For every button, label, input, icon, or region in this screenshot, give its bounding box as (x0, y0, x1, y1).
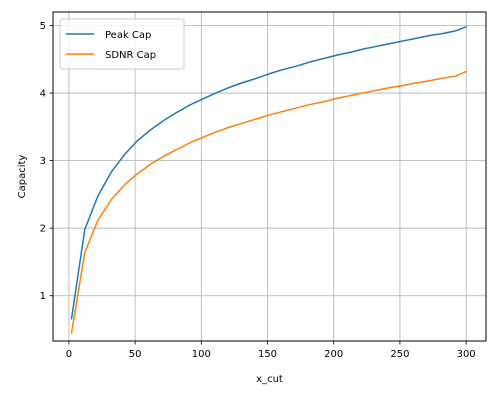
x-tick-label: 0 (66, 349, 72, 360)
plot-frame (52, 11, 487, 342)
data-series (70, 25, 468, 334)
series-line-sdnr-cap (70, 70, 468, 334)
chart-legend: Peak Cap SDNR Cap (59, 18, 185, 70)
y-tick-label: 4 (40, 89, 46, 100)
series-line-peak-cap (70, 25, 468, 320)
x-tick-label: 100 (192, 349, 211, 360)
legend-label-peak-cap: Peak Cap (105, 30, 151, 41)
y-axis-label: Capacity (17, 155, 28, 199)
y-tick-label: 5 (40, 21, 46, 32)
legend-box (59, 18, 185, 70)
x-tick-label: 250 (390, 349, 409, 360)
x-axis-ticks: 0 50 100 150 200 250 300 (66, 341, 476, 360)
x-tick-label: 200 (324, 349, 343, 360)
x-tick-label: 300 (457, 349, 476, 360)
y-tick-label: 2 (40, 224, 46, 235)
y-axis-ticks: 1 2 3 4 5 (40, 21, 53, 302)
y-tick-label: 3 (40, 156, 46, 167)
x-tick-label: 150 (258, 349, 277, 360)
x-axis-label: x_cut (256, 374, 283, 385)
legend-label-sdnr-cap: SDNR Cap (105, 50, 156, 61)
x-tick-label: 50 (129, 349, 142, 360)
y-tick-label: 1 (40, 291, 46, 302)
